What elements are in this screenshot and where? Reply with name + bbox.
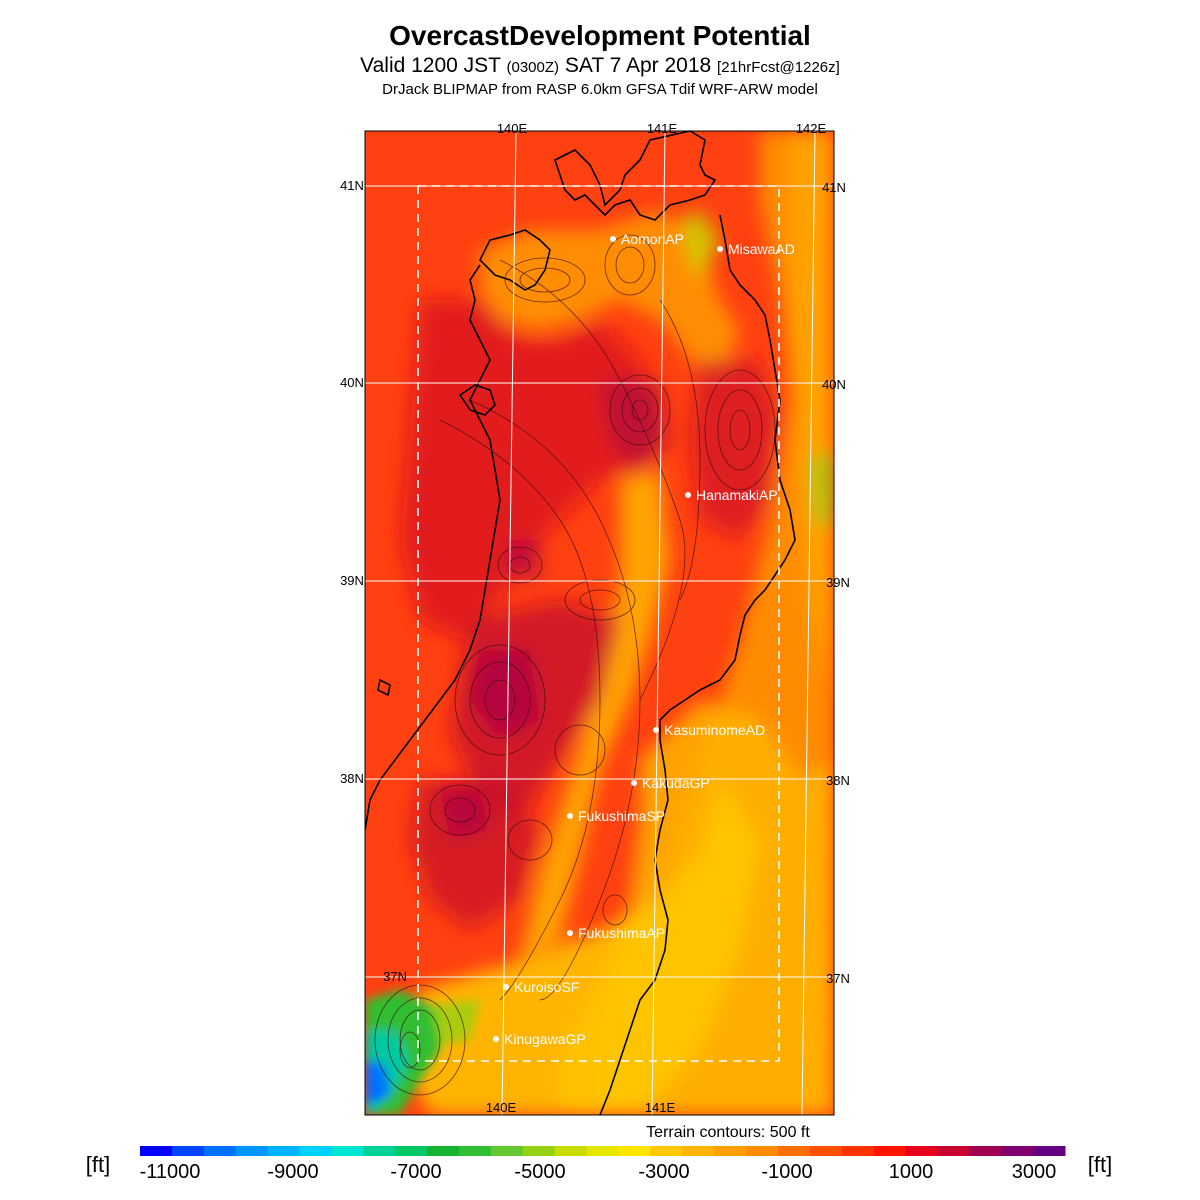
station-label: FukushimaSP [578,808,665,824]
station-marker [610,236,616,242]
colorbar-swatch [873,1146,907,1156]
colorbar-swatch [554,1146,588,1156]
forecast-label: [21hrFcst@1226z] [717,59,840,76]
station-label: KasuminomeAD [664,722,765,738]
station-label: KuroisoSF [514,979,579,995]
units-label-right: [ft] [1088,1152,1112,1177]
colorbar-swatch [171,1146,205,1156]
units-label-left: [ft] [86,1152,110,1177]
colorbar-label: 1000 [889,1161,934,1183]
station-marker [717,246,723,252]
colorbar-label: -11000 [140,1161,201,1183]
stations: AomoriAP MisawaAD HanamakiAP KasuminomeA… [493,231,795,1047]
colorbar-swatch [1001,1146,1034,1156]
colorbar-swatch [841,1146,875,1156]
colorbar-swatch [140,1146,173,1156]
station-label: MisawaAD [728,241,795,257]
colorbar-swatch [777,1146,811,1156]
colorbar-label: -7000 [390,1161,441,1183]
lon-label-top-140: 140E [497,121,528,136]
colorbar-label: -1000 [761,1161,812,1183]
colorbar-swatch [650,1146,683,1156]
colorbar-swatch [427,1146,460,1156]
map-frame [364,130,835,1116]
lat-label-left-37: 37N [383,969,407,984]
station-marker [567,813,573,819]
colorbar-swatch [203,1146,237,1156]
lat-label-right-37: 37N [826,971,850,986]
colorbar-swatch [682,1146,715,1156]
station-marker [567,930,573,936]
lat-label-right-41: 41N [822,180,846,195]
valid-time-line: Valid 1200 JST (0300Z) SAT 7 Apr 2018 [2… [0,54,1200,78]
lat-label-left-39: 39N [340,573,364,588]
coastline [365,131,796,1115]
station-label: HanamakiAP [696,487,778,503]
field-shading [400,131,834,1115]
lon-label-top-142: 142E [796,121,827,136]
station-marker [503,984,509,990]
colorbar-label: -3000 [638,1161,689,1183]
colorbar-swatch [395,1146,428,1156]
colorbar [140,1146,1066,1156]
colorbar-swatch [267,1146,300,1156]
lon-label-bottom-141: 141E [645,1100,676,1115]
lat-label-left-38: 38N [340,771,364,786]
chart-title: OvercastDevelopment Potential [389,20,811,51]
station-label: FukushimaAP [578,925,665,941]
colorbar-swatch [490,1146,524,1156]
station-marker [653,727,659,733]
station-marker [685,492,691,498]
colorbar-labels: -11000 -9000 -7000 -5000 -3000 -1000 100… [140,1161,1057,1183]
colorbar-swatch [618,1146,651,1156]
colorbar-swatch [937,1146,970,1156]
station-marker [631,780,637,786]
inner-domain-box [417,185,780,1062]
colorbar-swatch [458,1146,492,1156]
lat-label-left-41: 41N [340,178,364,193]
lat-label-left-40: 40N [340,375,364,390]
lon-label-top-141: 141E [647,121,678,136]
date-label: SAT 7 Apr 2018 [564,54,712,77]
terrain-note: Terrain contours: 500 ft [646,1124,810,1141]
colorbar-swatch [714,1146,747,1156]
colorbar-swatch [1033,1146,1066,1156]
colorbar-swatch [586,1146,619,1156]
lat-label-right-39: 39N [826,575,850,590]
colorbar-label: -9000 [267,1161,318,1183]
station-label: KakudaGP [642,775,710,791]
station-marker [493,1036,499,1042]
station-label: KinugawaGP [504,1031,586,1047]
colorbar-swatch [331,1146,364,1156]
station-label: AomoriAP [621,231,684,247]
map-panel [365,131,834,1115]
colorbar-swatch [235,1146,269,1156]
colorbar-swatch [969,1146,1002,1156]
colorbar-swatch [905,1146,938,1156]
valid-label: Valid 1200 JST [360,54,501,77]
colorbar-swatch [809,1146,843,1156]
colorbar-label: -5000 [514,1161,565,1183]
colorbar-label: 3000 [1012,1161,1057,1183]
colorbar-swatch [522,1146,556,1156]
colorbar-swatch [746,1146,779,1156]
lon-label-bottom-140: 140E [486,1100,517,1115]
colorbar-swatch [299,1146,332,1156]
model-line: DrJack BLIPMAP from RASP 6.0km GFSA Tdif… [382,81,818,98]
lat-label-right-38: 38N [826,773,850,788]
utc-label: (0300Z) [506,59,560,76]
colorbar-swatch [363,1146,396,1156]
lat-label-right-40: 40N [822,377,846,392]
